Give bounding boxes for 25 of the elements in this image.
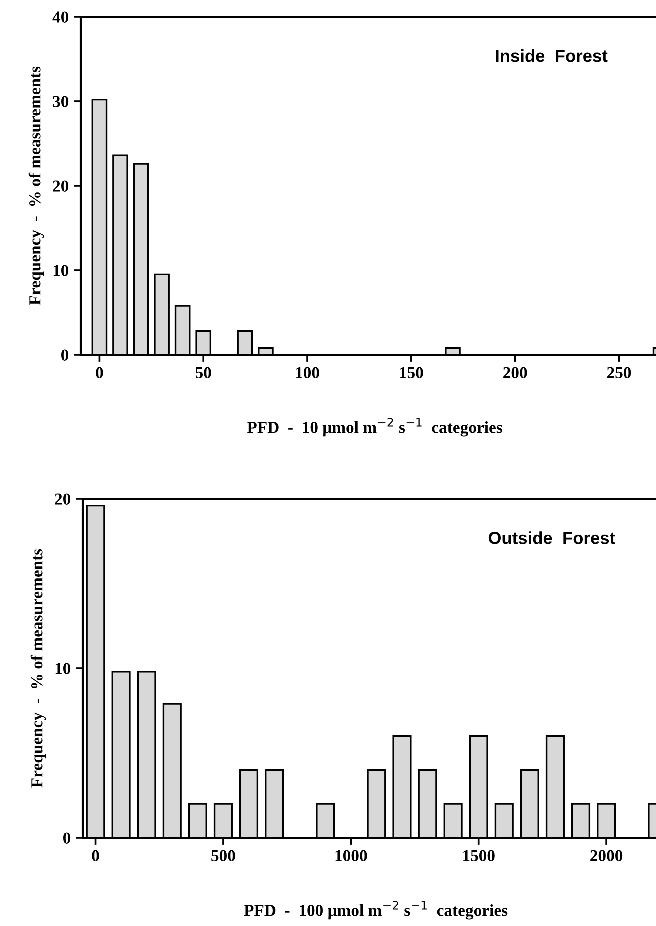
x-axis-title: PFD - 10 μmol m$^{−2}$ s$^{−1}$ categories	[248, 418, 502, 437]
y-tick-label: 20	[53, 180, 69, 192]
y-tick-label: 40	[52, 12, 69, 23]
x-tick-label: 200	[504, 367, 528, 379]
x-tick-label: 1000	[336, 850, 368, 862]
text: Inside Forest	[496, 49, 608, 62]
y-tick-label: 10	[56, 663, 71, 674]
y-axis-title: Frequency - % of measurements	[30, 549, 46, 788]
y-tick-label: 0	[63, 832, 71, 844]
x-tick-label: 2000	[590, 850, 623, 862]
x-tick-label: 150	[400, 367, 424, 379]
x-tick-label: 0	[92, 850, 100, 862]
x-axis-title: PFD - 100 μmol m$^{−2}$ s$^{−1}$ categories	[244, 901, 508, 920]
x-tick-label: 0	[96, 367, 104, 379]
y-tick-label: 30	[53, 96, 69, 108]
y-tick-label: 20	[55, 494, 71, 505]
x-tick-label: 500	[212, 850, 236, 862]
x-tick-label: 50	[196, 367, 212, 379]
y-tick-label: 10	[54, 265, 69, 276]
x-tick-label: 1500	[464, 850, 495, 862]
x-tick-label: 250	[607, 367, 632, 379]
y-tick-label: 0	[61, 350, 69, 361]
text: Outside Forest	[488, 532, 616, 544]
x-tick-label: 100	[296, 367, 320, 379]
y-axis-title: Frequency - % of measurements	[28, 66, 44, 306]
